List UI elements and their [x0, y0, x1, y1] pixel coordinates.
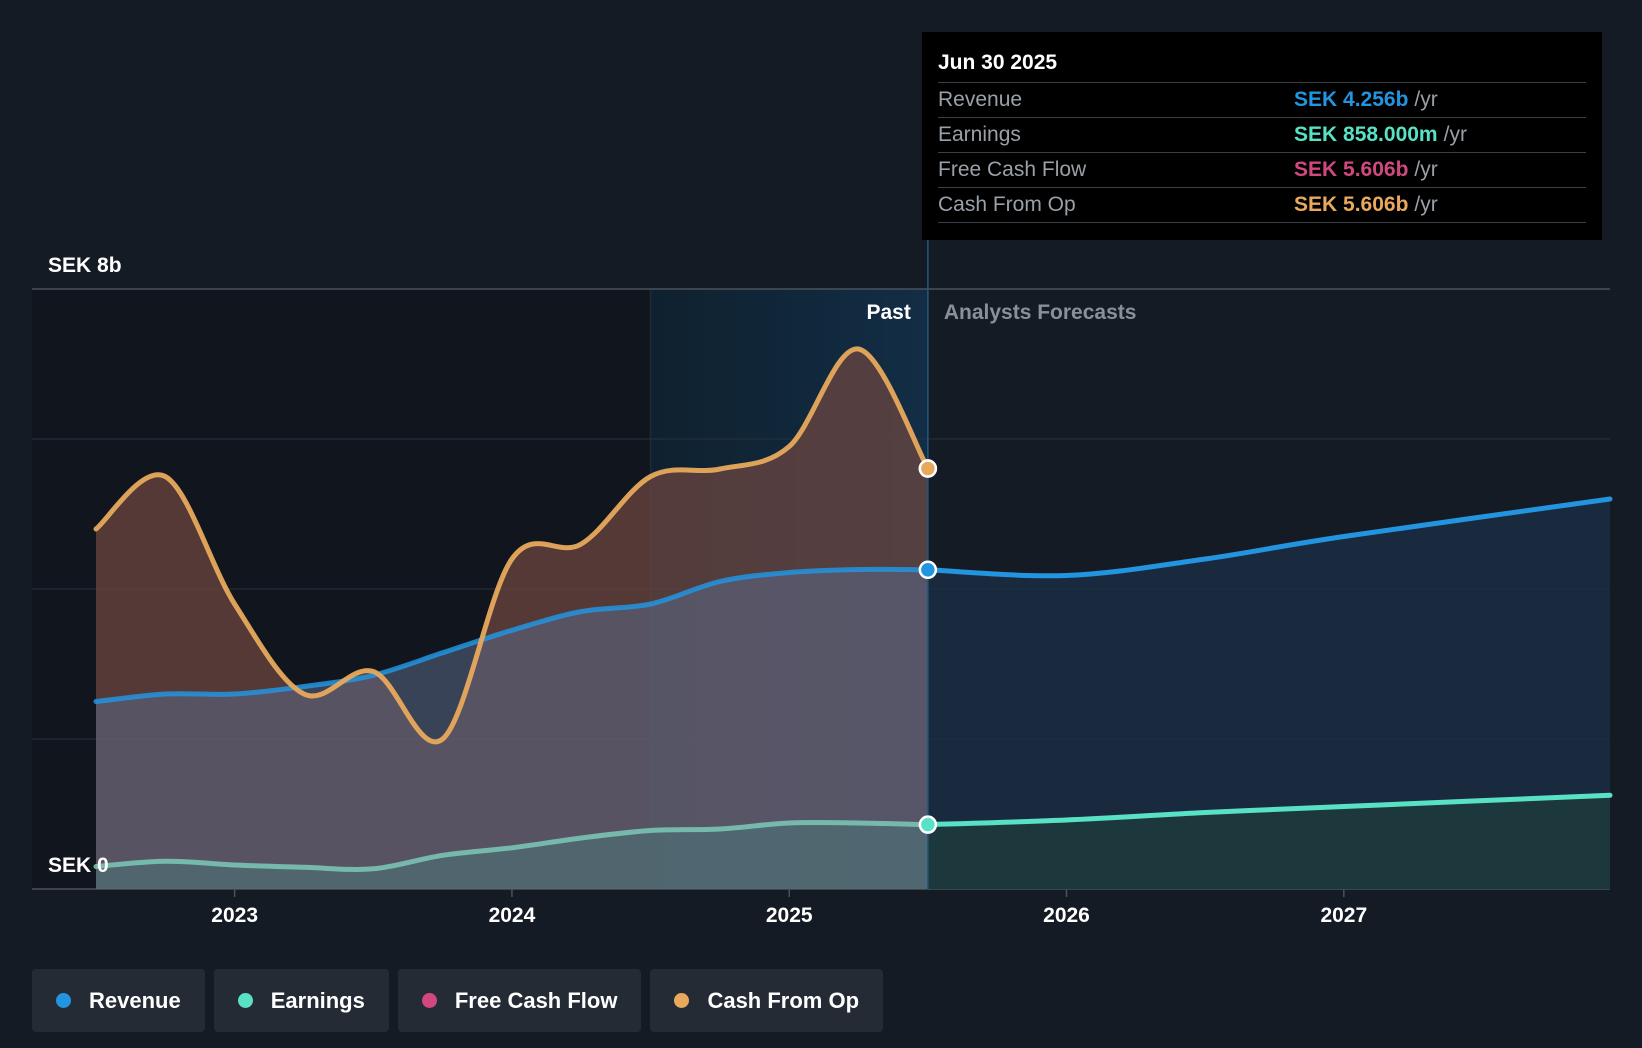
revenue-line [93, 566, 931, 704]
tooltip-label: Revenue [938, 88, 1023, 111]
tooltip-label: Free Cash Flow [938, 158, 1087, 181]
tooltip-row-earnings: Earnings SEK 858.000m /yr [938, 117, 1586, 152]
cash-from-op-dot-icon [674, 993, 690, 1008]
revenue-dot-icon [56, 993, 71, 1008]
x-tick-label: 2026 [1043, 904, 1090, 927]
earnings-marker[interactable] [918, 815, 938, 834]
legend-item-revenue[interactable]: Revenue [32, 969, 205, 1032]
tooltip-unit: /yr [1414, 193, 1438, 216]
tooltip-value: SEK 858.000m [1294, 123, 1438, 146]
tooltip-value: SEK 4.256b [1294, 88, 1409, 111]
legend-label: Free Cash Flow [454, 987, 618, 1013]
past-label: Past [867, 301, 911, 324]
revenue-area [96, 569, 928, 889]
revenue-marker[interactable] [918, 560, 938, 580]
tooltip-date: Jun 30 2025 [938, 51, 1058, 74]
legend: Revenue Earnings Free Cash Flow Cash Fro… [32, 969, 884, 1032]
x-tick-label: 2024 [489, 904, 536, 927]
legend-item-free-cash-flow[interactable]: Free Cash Flow [397, 969, 642, 1032]
tooltip-label: Cash From Op [938, 193, 1076, 216]
y-axis-top-label: SEK 8b [48, 254, 122, 277]
legend-label: Revenue [89, 987, 181, 1013]
earnings-line [93, 819, 931, 872]
tooltip-value: SEK 5.606b [1294, 193, 1409, 216]
legend-item-earnings[interactable]: Earnings [213, 969, 389, 1032]
free-cash-flow-dot-icon [421, 993, 437, 1008]
tooltip-row-cash-from-op: Cash From Op SEK 5.606b /yr [938, 187, 1586, 223]
earnings-dot-icon [237, 993, 253, 1008]
x-tick-label: 2025 [766, 904, 813, 927]
tooltip-unit: /yr [1414, 88, 1438, 111]
legend-label: Cash From Op [707, 987, 860, 1013]
tooltip-label: Earnings [938, 123, 1021, 146]
tooltip-row-free-cash-flow: Free Cash Flow SEK 5.606b /yr [938, 152, 1586, 187]
tooltip-value: SEK 5.606b [1294, 158, 1409, 181]
tooltip-unit: /yr [1443, 123, 1467, 146]
x-tick-label: 2027 [1320, 904, 1367, 927]
y-axis-bottom-label: SEK 0 [48, 854, 109, 877]
forecast-label: Analysts Forecasts [944, 301, 1137, 324]
cash-from-op-marker[interactable] [918, 459, 938, 478]
tooltip-row-revenue: Revenue SEK 4.256b /yr [938, 82, 1586, 117]
revenue-forecast-line [925, 496, 1613, 579]
x-tick-label: 2023 [211, 904, 258, 927]
cash-from-op-line [93, 346, 931, 745]
earnings-area [96, 822, 928, 889]
legend-label: Earnings [270, 987, 365, 1013]
earnings-forecast-line [925, 792, 1613, 828]
revenue-forecast-area [927, 499, 1610, 889]
tooltip-unit: /yr [1414, 158, 1438, 181]
legend-item-cash-from-op[interactable]: Cash From Op [650, 969, 884, 1032]
tooltip: Jun 30 2025 Revenue SEK 4.256b /yr Earni… [922, 32, 1602, 240]
